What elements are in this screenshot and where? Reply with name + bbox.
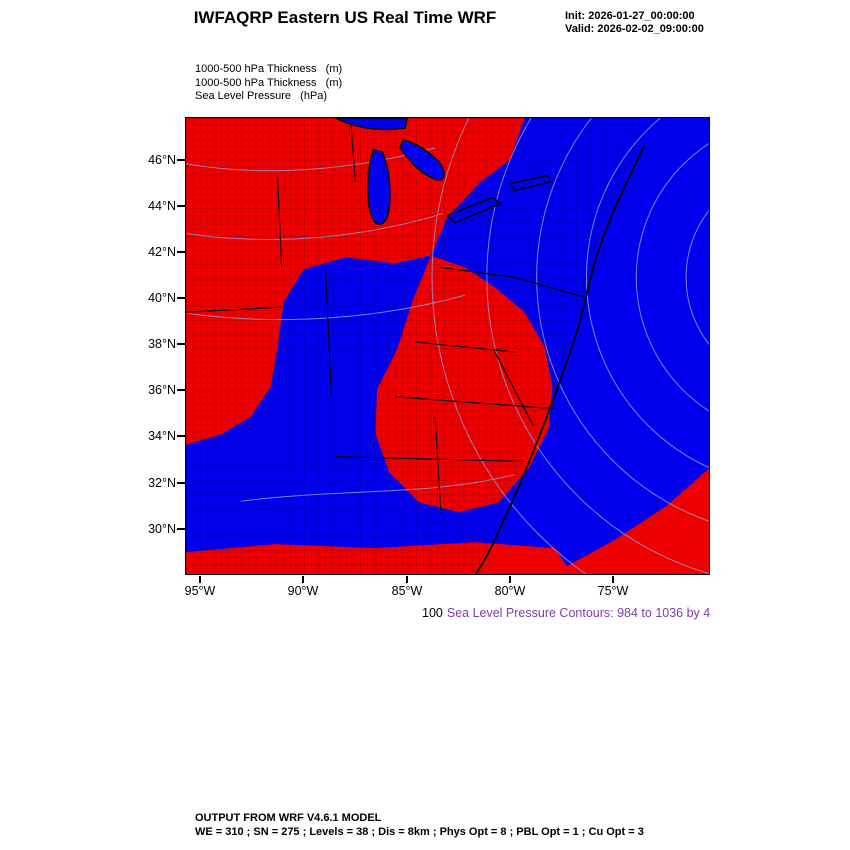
lon-tick: [509, 576, 511, 583]
lon-label-85w: 85°W: [391, 584, 423, 598]
slp-contour-caption: 100 Sea Level Pressure Contours: 984 to 1…: [422, 606, 710, 620]
lake-michigan: [366, 148, 391, 226]
lat-label-34n: 34°N: [148, 429, 176, 443]
lat-label-46n: 46°N: [148, 153, 176, 167]
lat-tick: [177, 297, 185, 299]
lake-ontario: [508, 174, 552, 192]
lat-tick: [177, 528, 185, 530]
lat-tick: [177, 389, 185, 391]
field-legend: 1000-500 hPa Thickness (m) 1000-500 hPa …: [195, 63, 342, 104]
lat-tick: [177, 435, 185, 437]
caption-prefix: 100: [422, 606, 443, 620]
county-mesh-overlay: [186, 118, 643, 574]
lat-label-30n: 30°N: [148, 522, 176, 536]
footer-config-line: WE = 310 ; SN = 275 ; Levels = 38 ; Dis …: [195, 826, 644, 838]
lat-tick: [177, 343, 185, 345]
lat-label-44n: 44°N: [148, 199, 176, 213]
lat-label-38n: 38°N: [148, 337, 176, 351]
thickness-slp-map: [186, 118, 709, 574]
legend-thickness-line-1: 1000-500 hPa Thickness (m): [195, 63, 343, 75]
lat-label-32n: 32°N: [148, 476, 176, 490]
atlantic-coastline: [475, 145, 646, 574]
lon-tick: [199, 576, 201, 583]
init-valid-block: Init: 2026-01-27_00:00:00 Valid: 2026-02…: [565, 10, 704, 36]
init-time: Init: 2026-01-27_00:00:00: [565, 10, 695, 22]
lon-tick: [406, 576, 408, 583]
great-lakes: [335, 118, 552, 226]
legend-slp-line: Sea Level Pressure (hPa): [195, 90, 328, 102]
lon-tick: [302, 576, 304, 583]
lon-label-90w: 90°W: [287, 584, 319, 598]
lon-label-75w: 75°W: [597, 584, 629, 598]
lon-label-95w: 95°W: [184, 584, 216, 598]
lat-tick: [177, 159, 185, 161]
lat-tick: [177, 251, 185, 253]
map-plot-area: [185, 117, 710, 575]
legend-thickness-line-2: 1000-500 hPa Thickness (m): [195, 76, 343, 89]
lake-huron: [399, 139, 445, 181]
lat-tick: [177, 482, 185, 484]
footer-model-line: OUTPUT FROM WRF V4.6.1 MODEL: [195, 812, 382, 824]
lat-label-42n: 42°N: [148, 245, 176, 259]
model-footer: OUTPUT FROM WRF V4.6.1 MODEL WE = 310 ; …: [195, 811, 644, 839]
lon-label-80w: 80°W: [494, 584, 526, 598]
valid-time: Valid: 2026-02-02_09:00:00: [565, 23, 704, 35]
lat-label-40n: 40°N: [148, 291, 176, 305]
state-boundaries: [186, 118, 585, 515]
lat-tick: [177, 205, 185, 207]
plot-title: IWFAQRP Eastern US Real Time WRF: [193, 8, 497, 27]
lon-tick: [612, 576, 614, 583]
lake-superior: [335, 118, 408, 131]
caption-text: Sea Level Pressure Contours: 984 to 1036…: [446, 606, 711, 620]
thickness-high-southeast-ocean-wedge: [552, 468, 709, 574]
lat-label-36n: 36°N: [148, 383, 176, 397]
lake-erie: [445, 196, 503, 224]
